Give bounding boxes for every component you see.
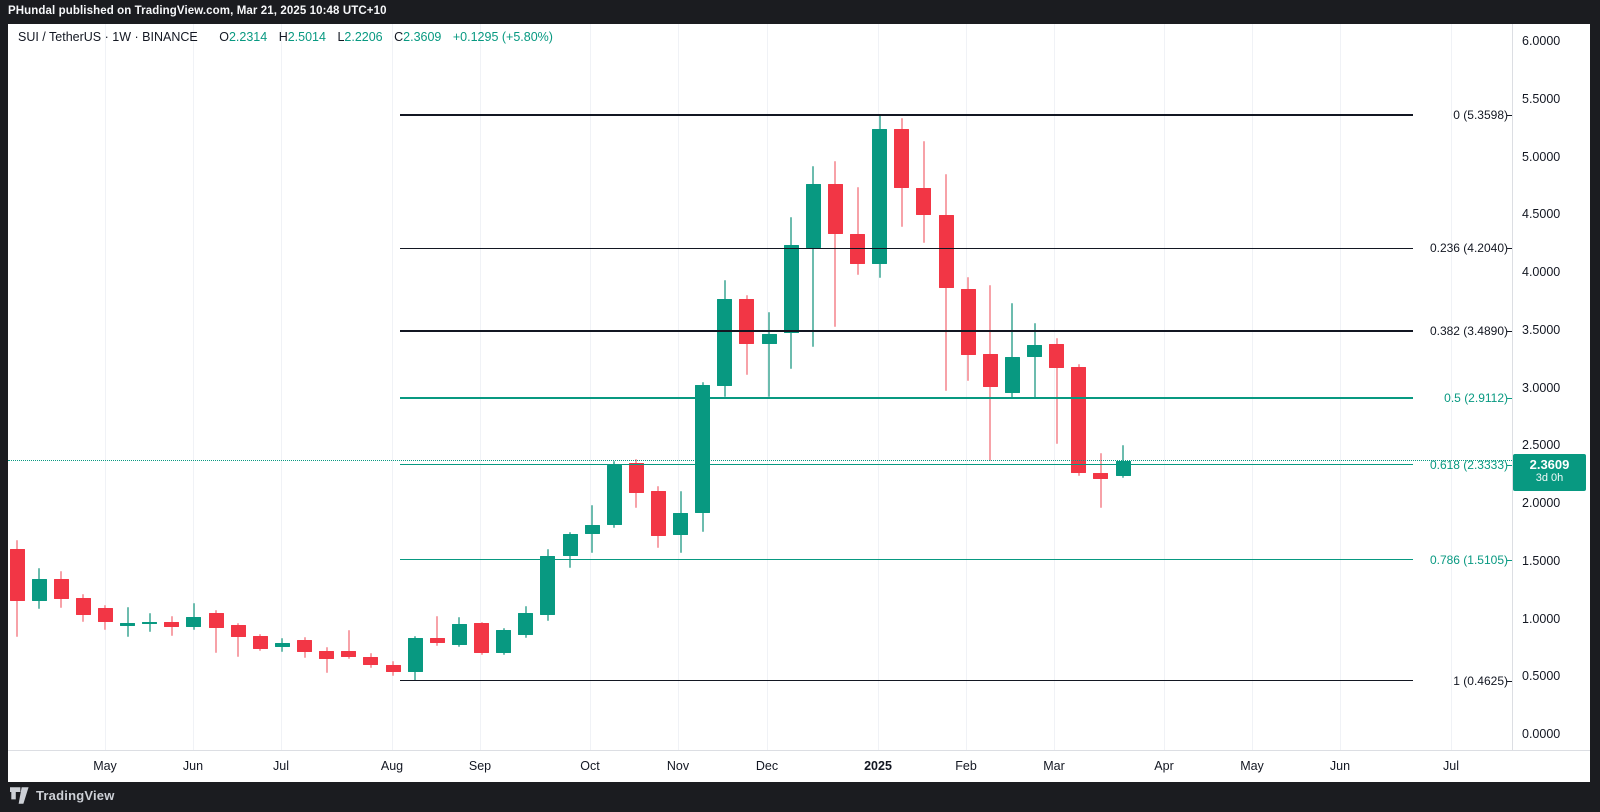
ohlc-high: H2.5014 <box>278 30 326 44</box>
tradingview-logo-icon <box>10 787 29 804</box>
current-price-line <box>8 460 1512 462</box>
current-price-value: 2.3609 <box>1529 457 1570 472</box>
tradingview-logo-text: TradingView <box>36 788 115 803</box>
time-axis-separator <box>8 750 1590 751</box>
change-value: +0.1295 (+5.80%) <box>452 30 553 44</box>
ohlc-open: O2.2314 <box>219 30 268 44</box>
attribution-text: PHundal published on TradingView.com, Ma… <box>8 5 387 17</box>
attribution-bar: PHundal published on TradingView.com, Ma… <box>0 0 1600 24</box>
footer-bar: TradingView <box>0 782 1600 812</box>
price-axis-separator <box>1512 24 1513 750</box>
current-price-badge: 2.3609 3d 0h <box>1513 454 1586 491</box>
symbol-title: SUI / TetherUS · 1W · BINANCE <box>18 30 198 44</box>
ohlc-low: L2.2206 <box>337 30 383 44</box>
ohlc-close: C2.3609 <box>394 30 442 44</box>
tradingview-logo[interactable]: TradingView <box>10 787 115 804</box>
bar-countdown: 3d 0h <box>1535 472 1564 484</box>
chart-panel[interactable] <box>8 24 1590 782</box>
symbol-legend[interactable]: SUI / TetherUS · 1W · BINANCE O2.2314 H2… <box>18 30 553 44</box>
